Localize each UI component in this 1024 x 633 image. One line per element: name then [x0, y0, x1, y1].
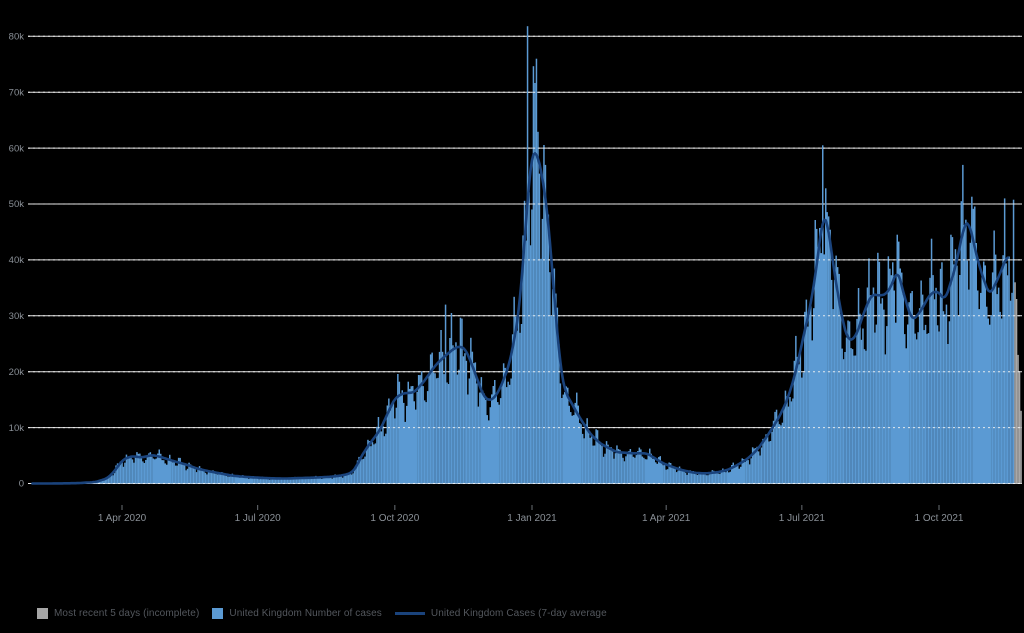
- x-axis-label: 1 Oct 2020: [370, 513, 419, 524]
- y-axis-label: 0: [19, 479, 24, 490]
- legend: Most recent 5 days (incomplete) United K…: [37, 608, 607, 619]
- y-axis-label: 20k: [9, 367, 25, 378]
- x-axis-label: 1 Jul 2021: [779, 513, 826, 524]
- y-axis-label: 40k: [9, 255, 25, 266]
- y-axis-label: 80k: [9, 32, 25, 43]
- legend-item-average: United Kingdom Cases (7-day average: [394, 608, 607, 619]
- y-axis-label: 50k: [9, 199, 25, 210]
- incomplete-swatch-icon: [37, 608, 48, 619]
- incomplete-bars: [1014, 282, 1022, 484]
- daily-bars: [52, 26, 1015, 484]
- x-axis-label: 1 Oct 2021: [915, 513, 964, 524]
- average-line-swatch-icon: [394, 612, 425, 615]
- legend-item-cases: United Kingdom Number of cases: [212, 608, 382, 619]
- legend-item-incomplete: Most recent 5 days (incomplete): [37, 608, 199, 619]
- y-axis-label: 30k: [9, 311, 25, 322]
- legend-label-cases: United Kingdom Number of cases: [229, 608, 382, 619]
- cases-swatch-icon: [212, 608, 224, 619]
- legend-label-incomplete: Most recent 5 days (incomplete): [54, 608, 200, 619]
- x-axis-label: 1 Apr 2021: [642, 513, 691, 524]
- y-axis-label: 60k: [9, 143, 25, 154]
- y-axis-label: 10k: [9, 423, 25, 434]
- average-line: [31, 152, 1009, 485]
- x-axis-label: 1 Jan 2021: [507, 513, 557, 524]
- legend-label-average: United Kingdom Cases (7-day average: [430, 608, 607, 619]
- y-axis-label: 70k: [9, 87, 25, 98]
- x-axis-label: 1 Jul 2020: [235, 513, 282, 524]
- x-axis-label: 1 Apr 2020: [98, 513, 147, 524]
